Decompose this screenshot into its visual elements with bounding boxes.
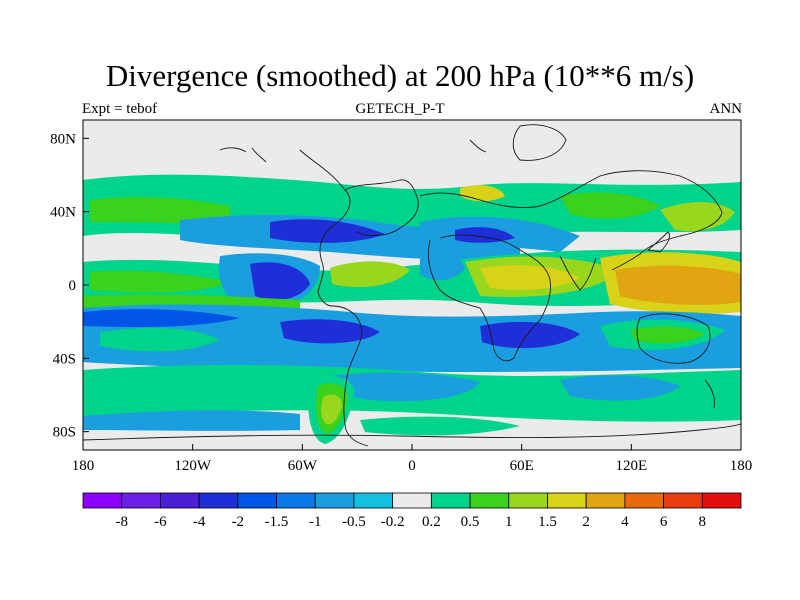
patch-sh-green-pac (100, 327, 220, 352)
y-tick-label: 40N (50, 205, 76, 221)
colorbar-label: 6 (660, 514, 668, 530)
patch-nh-yellow (660, 201, 735, 232)
band-ss-blue2 (560, 375, 680, 401)
colorbar-label: 0.5 (461, 514, 480, 530)
colorbar-swatch (430, 492, 471, 509)
x-tick-label: 120W (174, 458, 212, 474)
coast-japan (646, 231, 671, 253)
band-eq-yellow-af (480, 265, 580, 290)
coastlines (83, 124, 741, 447)
colorbar-swatch (314, 492, 355, 509)
coast-newzealand (704, 379, 715, 409)
colorbar-swatch (663, 492, 703, 509)
coast-eurasia (419, 170, 723, 271)
colorbar-swatch (276, 492, 316, 509)
coast-namerica-east (344, 179, 419, 236)
band-eq-orange-pac (615, 265, 741, 305)
colorbar-label: 0.2 (422, 514, 441, 530)
coast-arctic-islands (219, 139, 487, 163)
colorbar-swatch (585, 492, 626, 509)
band-sh-darkblue-af (480, 321, 580, 349)
colorbar-swatch (198, 492, 239, 509)
y-tick-label: 80S (53, 425, 76, 441)
band-sh-blue (83, 304, 741, 372)
coast-india (559, 255, 597, 291)
colorbar-label: -6 (154, 514, 167, 530)
x-tick-label: 180 (730, 458, 753, 474)
colorbar-label: 2 (582, 514, 590, 530)
colorbar-swatch (353, 492, 394, 509)
colorbar-swatch (237, 492, 277, 509)
band-sh-darkblue-w (83, 309, 240, 328)
colorbar-swatch (624, 492, 664, 509)
colorbar-label: -1 (309, 514, 322, 530)
colorbar: -8 -6 -4 -2 -1.5 -1 -0.5 -0.2 0.2 0.5 1 1.5 2 4 6 8 (82, 492, 742, 530)
coast-americas (299, 149, 369, 447)
coast-africa (428, 239, 551, 362)
colorbar-label: -8 (115, 514, 128, 530)
x-axis: 180 120W 60W 0 60E 120E 180 (72, 444, 753, 474)
coast-mediterranean (439, 234, 531, 257)
coast-australia (636, 313, 711, 364)
x-tick-label: 0 (408, 458, 416, 474)
contour-fill (83, 174, 741, 444)
x-tick-label: 60E (510, 458, 534, 474)
colorbar-label: -0.2 (381, 514, 405, 530)
coast-greenland (512, 124, 567, 161)
y-tick-label: 40S (53, 351, 76, 367)
patch-asia-green (560, 192, 660, 219)
colorbar-label: 4 (621, 514, 629, 530)
colorbar-swatch (121, 492, 161, 509)
band-ss-blue-bottom (83, 410, 300, 431)
colorbar-label: -4 (193, 514, 206, 530)
colorbar-label: 1 (505, 514, 513, 530)
colorbar-label: 1.5 (538, 514, 557, 530)
colorbar-label: 8 (699, 514, 707, 530)
band-eq-lightgreen-w (90, 270, 230, 293)
colorbar-swatch (82, 492, 123, 509)
y-axis: 80N 40N 0 40S 80S (50, 131, 89, 441)
period-label: ANN (709, 101, 743, 117)
colorbar-label: -1.5 (265, 514, 289, 530)
band-nh-darkblue2 (455, 227, 515, 243)
dataset-label: GETECH_P-T (355, 101, 445, 117)
coast-antarctica (83, 423, 741, 441)
x-tick-label: 120E (615, 458, 647, 474)
colorbar-swatch (547, 492, 587, 509)
colorbar-swatch (508, 492, 548, 509)
x-tick-label: 60W (288, 458, 318, 474)
colorbar-swatch (701, 492, 742, 509)
band-ss-green-bottom (360, 416, 520, 436)
colorbar-swatch (160, 492, 200, 509)
y-tick-label: 80N (50, 131, 76, 147)
colorbar-label: -0.5 (342, 514, 366, 530)
band-ss-blue (330, 372, 480, 402)
band-sh-darkblue-c (280, 319, 380, 344)
x-tick-label: 180 (72, 458, 95, 474)
colorbar-label: -2 (232, 514, 245, 530)
plot-title: Divergence (smoothed) at 200 hPa (10**6 … (105, 58, 695, 93)
colorbar-swatch (392, 492, 432, 509)
patch-eq-yellowgreen-atl (330, 261, 410, 288)
colorbar-swatch (469, 492, 510, 509)
patch-sh-lightgreen-aus (630, 326, 705, 344)
experiment-label: Expt = tebof (82, 101, 158, 117)
y-tick-label: 0 (69, 278, 77, 294)
band-eq-darkblue-sa (250, 262, 310, 300)
patch-ss-yellowgreen-sa (321, 394, 342, 425)
